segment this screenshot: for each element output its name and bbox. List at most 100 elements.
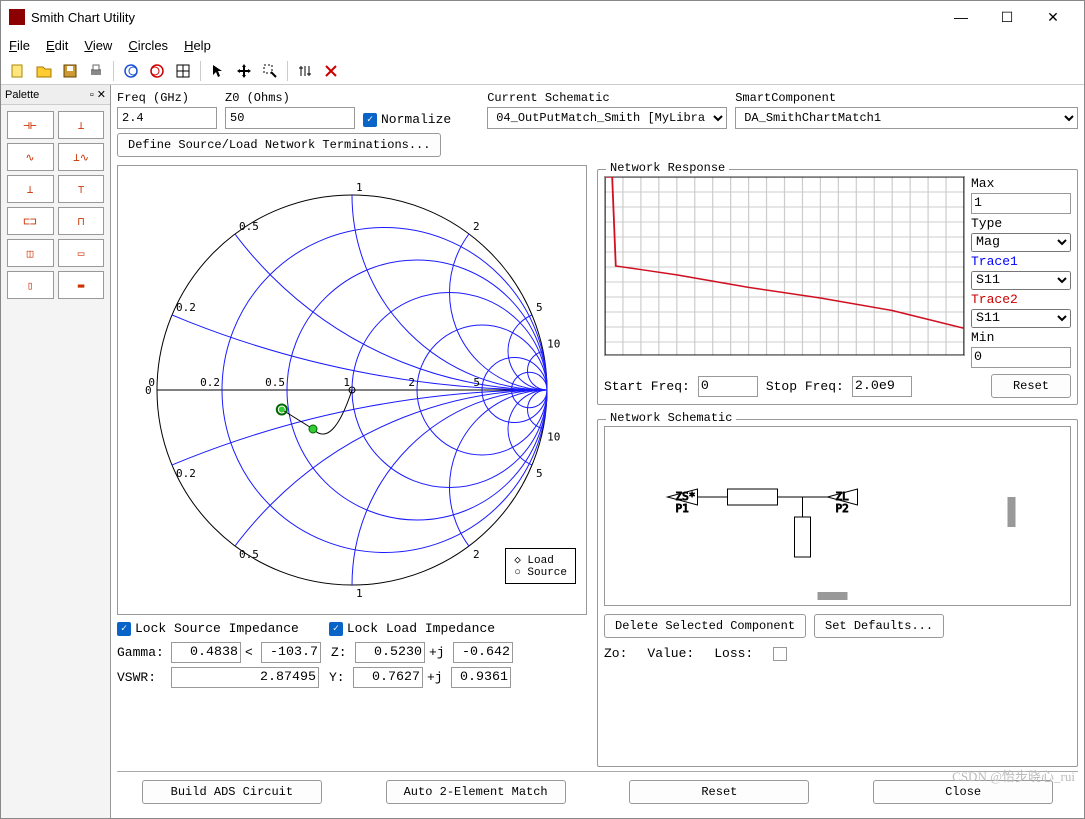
z-im[interactable] xyxy=(453,642,513,663)
svg-text:10: 10 xyxy=(547,431,560,444)
define-terminations-button[interactable]: Define Source/Load Network Terminations.… xyxy=(117,133,441,157)
svg-text:1: 1 xyxy=(356,181,363,194)
smith-chart[interactable]: 00.20.51250.20.20.50.511225510100 ◇ Load… xyxy=(117,165,587,615)
svg-text:1: 1 xyxy=(356,587,363,600)
smartcomp-select[interactable]: DA_SmithChartMatch1 xyxy=(735,107,1078,129)
save-icon[interactable] xyxy=(59,60,81,82)
menu-file[interactable]: File xyxy=(9,38,30,53)
lock-source-checkbox[interactable]: ✓ xyxy=(117,622,131,636)
svg-text:2: 2 xyxy=(473,548,480,561)
stop-freq-input[interactable] xyxy=(852,376,912,397)
z-re[interactable] xyxy=(355,642,425,663)
titlebar: Smith Chart Utility — ☐ ✕ xyxy=(1,1,1084,33)
svg-text:5: 5 xyxy=(536,467,543,480)
svg-text:2: 2 xyxy=(408,376,415,389)
palette-shunt-cap-a[interactable]: ⟂∿ xyxy=(58,143,105,171)
palette-shunt-lump[interactable]: ▬ xyxy=(58,271,105,299)
z0-label: Z0 (Ohms) xyxy=(225,91,355,105)
grid-icon[interactable] xyxy=(172,60,194,82)
svg-text:0.5: 0.5 xyxy=(239,548,259,561)
auto-match-button[interactable]: Auto 2-Element Match xyxy=(386,780,566,804)
palette-series-cap-a[interactable]: ∿ xyxy=(7,143,54,171)
delete-component-button[interactable]: Delete Selected Component xyxy=(604,614,806,638)
watermark: CSDN @怡步晓心_rui xyxy=(952,766,1075,785)
type-select[interactable]: Mag xyxy=(971,233,1071,252)
y-im[interactable] xyxy=(451,667,511,688)
print-icon[interactable] xyxy=(85,60,107,82)
svg-text:⊤: ⊤ xyxy=(77,183,84,196)
set-defaults-button[interactable]: Set Defaults... xyxy=(814,614,944,638)
network-response-group: Network Response Max Type Mag Trace1 xyxy=(597,169,1078,405)
palette-close-icon[interactable]: ✕ xyxy=(97,88,106,101)
palette-series-res[interactable]: ⊏⊐ xyxy=(7,207,54,235)
normalize-checkbox[interactable]: ✓ xyxy=(363,113,377,127)
svg-text:0.5: 0.5 xyxy=(265,376,285,389)
svg-text:∿: ∿ xyxy=(26,151,35,164)
loss-checkbox[interactable] xyxy=(773,647,787,661)
menu-edit[interactable]: Edit xyxy=(46,38,68,53)
gamma-label: Gamma: xyxy=(117,645,167,660)
svg-text:⟂: ⟂ xyxy=(77,119,84,132)
palette-shunt-res[interactable]: ⊓ xyxy=(58,207,105,235)
response-plot[interactable] xyxy=(604,176,965,356)
max-input[interactable] xyxy=(971,193,1071,214)
schematic-canvas[interactable]: ZS* P1 ZL P2 xyxy=(604,426,1071,606)
delete-icon[interactable] xyxy=(320,60,342,82)
maximize-button[interactable]: ☐ xyxy=(984,2,1030,32)
zoom-icon[interactable] xyxy=(259,60,281,82)
palette-title: Palette xyxy=(5,89,39,101)
svg-text:⊣⊢: ⊣⊢ xyxy=(24,119,37,132)
svg-text:5: 5 xyxy=(536,301,543,314)
trace2-select[interactable]: S11 xyxy=(971,309,1071,328)
toolbar xyxy=(1,57,1084,85)
minimize-button[interactable]: — xyxy=(938,2,984,32)
svg-text:0: 0 xyxy=(145,384,152,397)
svg-text:P1: P1 xyxy=(676,502,689,515)
palette-shunt-stub[interactable]: ▭ xyxy=(58,239,105,267)
palette-undock-icon[interactable]: ▫ xyxy=(90,89,94,101)
new-icon[interactable] xyxy=(7,60,29,82)
svg-text:⊏⊐: ⊏⊐ xyxy=(24,215,37,228)
min-input[interactable] xyxy=(971,347,1071,368)
bars-icon[interactable] xyxy=(294,60,316,82)
menu-circles[interactable]: Circles xyxy=(128,38,168,53)
palette-shunt-ind[interactable]: ⟂ xyxy=(58,111,105,139)
response-reset-button[interactable]: Reset xyxy=(991,374,1071,398)
palette-series-ind[interactable]: ⊣⊢ xyxy=(7,111,54,139)
window-title: Smith Chart Utility xyxy=(31,10,938,25)
gamma-ang[interactable] xyxy=(261,642,321,663)
app-icon xyxy=(9,9,25,25)
vswr-value[interactable] xyxy=(171,667,319,688)
smith-legend: ◇ Load ○ Source xyxy=(505,548,576,584)
smith-red-icon[interactable] xyxy=(146,60,168,82)
schematic-select[interactable]: 04_OutPutMatch_Smith [MyLibrary xyxy=(487,107,727,129)
start-freq-input[interactable] xyxy=(698,376,758,397)
gamma-mag[interactable] xyxy=(171,642,241,663)
y-re[interactable] xyxy=(353,667,423,688)
menu-help[interactable]: Help xyxy=(184,38,211,53)
trace1-select[interactable]: S11 xyxy=(971,271,1071,290)
network-schematic-group: Network Schematic ZS* P1 xyxy=(597,419,1078,767)
freq-input[interactable] xyxy=(117,107,217,129)
build-button[interactable]: Build ADS Circuit xyxy=(142,780,322,804)
svg-text:1: 1 xyxy=(343,376,350,389)
open-icon[interactable] xyxy=(33,60,55,82)
move-icon[interactable] xyxy=(233,60,255,82)
palette-shunt-cap[interactable]: ⊤ xyxy=(58,175,105,203)
svg-text:2: 2 xyxy=(473,220,480,233)
svg-text:⟂∿: ⟂∿ xyxy=(73,151,89,164)
close-button[interactable]: ✕ xyxy=(1030,2,1076,32)
lock-load-checkbox[interactable]: ✓ xyxy=(329,622,343,636)
svg-text:▬: ▬ xyxy=(77,279,84,292)
palette-series-cap[interactable]: ⊥ xyxy=(7,175,54,203)
z0-input[interactable] xyxy=(225,107,355,129)
freq-label: Freq (GHz) xyxy=(117,91,217,105)
smith-blue-icon[interactable] xyxy=(120,60,142,82)
menu-view[interactable]: View xyxy=(84,38,112,53)
reset-button[interactable]: Reset xyxy=(629,780,809,804)
arrow-icon[interactable] xyxy=(207,60,229,82)
palette-series-lump[interactable]: ▯ xyxy=(7,271,54,299)
smartcomp-label: SmartComponent xyxy=(735,91,1078,105)
palette-series-stub[interactable]: ◫ xyxy=(7,239,54,267)
z-label: Z: xyxy=(331,645,351,660)
